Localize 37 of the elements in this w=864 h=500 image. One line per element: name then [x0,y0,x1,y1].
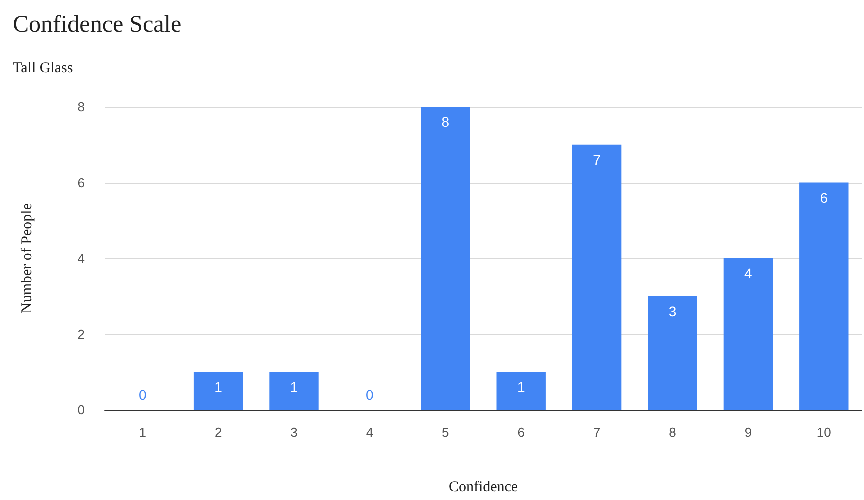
bar [572,144,622,410]
chart-subtitle: Tall Glass [13,60,74,76]
y-tick-label: 6 [78,175,85,190]
x-tick-label: 9 [744,425,752,440]
chart-title: Confidence Scale [13,12,182,38]
bar [421,107,470,410]
x-tick-label: 2 [214,425,222,440]
data-label: 3 [668,303,677,320]
y-axis-title: Number of People [20,203,36,314]
y-tick-label: 0 [78,402,85,418]
x-tick-label: 7 [593,425,601,440]
data-label: 0 [138,387,147,403]
x-tick-label: 5 [442,425,450,440]
x-axis-title: Confidence [448,480,518,496]
bar [800,182,849,410]
bar [496,372,546,410]
data-label: 0 [366,387,374,403]
data-label: 7 [593,152,602,168]
data-label: 1 [290,379,298,396]
data-label: 1 [214,379,223,396]
y-tick-label: 2 [78,326,85,342]
bar [270,372,319,410]
x-tick-label: 8 [669,425,676,440]
x-tick-label: 6 [518,425,525,440]
x-tick-label: 3 [290,425,298,440]
x-tick-label: 10 [816,425,832,440]
bar [194,372,244,410]
x-tick-label: 1 [139,425,146,440]
x-tick-label: 4 [366,425,374,440]
bar [724,258,774,410]
data-label: 4 [744,266,753,282]
data-label: 6 [820,190,828,206]
bar [648,296,698,410]
y-tick-label: 4 [78,251,85,266]
data-label: 1 [517,379,526,396]
y-tick-label: 8 [78,100,85,114]
data-label: 8 [442,114,450,130]
